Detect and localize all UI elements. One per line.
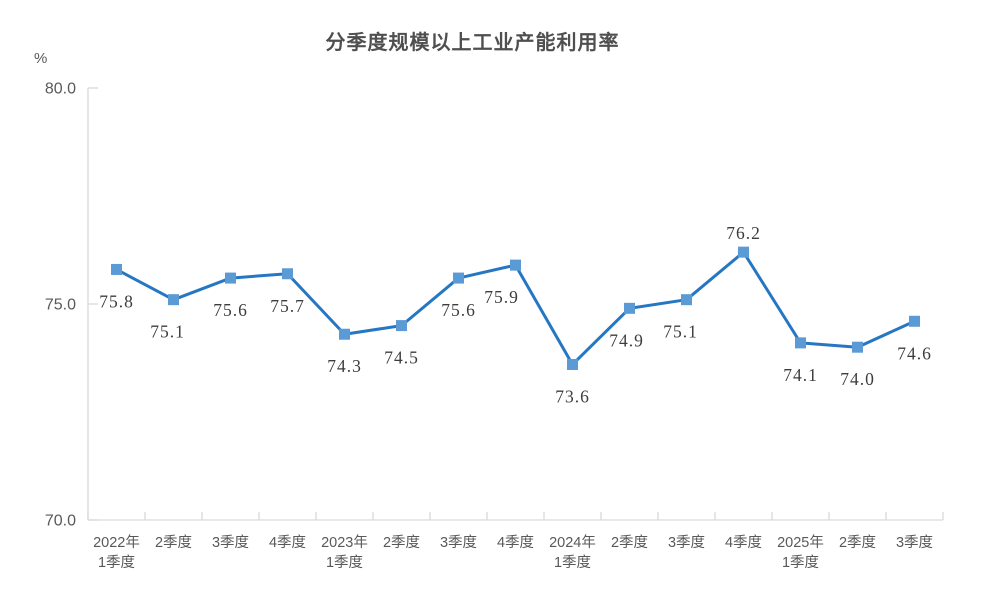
x-axis-category-label: 3季度 [212,534,249,551]
x-axis-category-label: 3季度 [440,534,477,551]
x-axis-category-label: 2022年 [93,534,140,551]
data-point-label: 74.5 [384,348,419,368]
data-point-marker [111,263,122,275]
x-axis-category-label: 2季度 [839,534,876,551]
y-axis-tick-label: 75.0 [45,297,76,314]
x-axis-category-label: 1季度 [98,554,135,571]
data-point-label: 74.0 [840,369,875,389]
data-point-marker [795,337,806,349]
data-point-label: 74.6 [897,343,932,363]
chart-title: 分季度规模以上工业产能利用率 [325,32,620,54]
data-point-marker [624,302,635,314]
x-axis-category-label: 1季度 [326,554,363,571]
data-point-marker [681,294,692,306]
data-point-label: 74.9 [609,330,644,350]
data-point-label: 74.1 [783,365,818,385]
data-point-marker [738,246,749,258]
data-point-label: 75.9 [484,287,519,307]
x-axis-category-label: 2季度 [611,534,648,551]
x-axis-category-label: 4季度 [497,534,534,551]
x-axis-category-label: 4季度 [269,534,306,551]
y-axis-tick-label: 70.0 [45,513,76,530]
data-point-marker [567,358,578,370]
x-axis-category-label: 2025年 [777,534,824,551]
data-point-label: 75.6 [213,300,248,320]
x-axis-category-label: 2季度 [383,534,420,551]
x-axis-category-label: 1季度 [782,554,819,571]
data-point-marker [453,272,464,284]
x-axis-category-label: 3季度 [668,534,705,551]
x-axis-category-label: 2023年 [321,534,368,551]
data-point-marker [168,294,179,306]
data-point-marker [282,268,293,280]
data-point-marker [225,272,236,284]
data-point-marker [396,320,407,332]
y-axis-tick-label: 80.0 [45,81,76,98]
data-point-label: 75.1 [150,322,185,342]
x-axis-category-label: 2024年 [549,534,596,551]
x-axis-category-label: 4季度 [725,534,762,551]
data-point-marker [339,328,350,340]
data-point-label: 76.2 [726,223,761,243]
data-point-marker [852,341,863,353]
x-axis-category-label: 1季度 [554,554,591,571]
data-point-label: 75.8 [99,291,134,311]
data-point-marker [909,315,920,327]
y-axis-unit-label: % [34,50,48,67]
x-axis-category-label: 2季度 [155,534,192,551]
data-point-label: 75.6 [441,300,476,320]
data-point-label: 75.1 [663,322,698,342]
data-point-marker [510,259,521,271]
x-axis-category-label: 3季度 [896,534,933,551]
data-point-label: 74.3 [327,356,362,376]
data-point-label: 75.7 [270,296,305,316]
data-point-label: 73.6 [555,386,590,406]
